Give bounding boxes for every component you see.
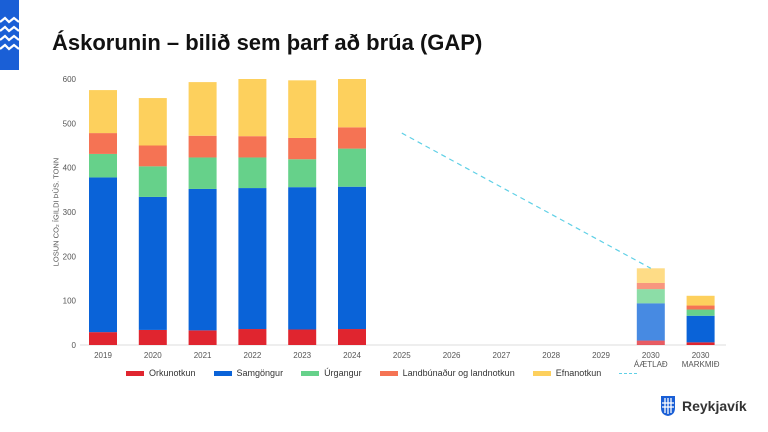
legend-item: Samgöngur: [213, 368, 284, 378]
bar-segment: [138, 329, 167, 345]
y-tick-label: 0: [72, 341, 77, 350]
bar-segment: [238, 136, 267, 158]
bar-segment: [288, 137, 317, 160]
bar-segment: [288, 329, 317, 345]
x-tick-label: 2028: [542, 351, 560, 360]
bar-segment: [188, 330, 217, 345]
legend: Orkunotkun Samgöngur Úrgangur Landbúnaður o…: [126, 368, 638, 378]
x-tick-label: ÁÆTLAÐ: [634, 360, 668, 369]
bar-segment: [89, 133, 117, 154]
bar-segment: [89, 332, 117, 345]
y-tick-label: 200: [63, 252, 77, 261]
bar-segment: [138, 98, 167, 146]
bar-segment: [338, 79, 366, 128]
bar-segment: [636, 303, 665, 341]
brand-name: Reykjavík: [682, 398, 747, 414]
legend-label: Landbúnaður og landnotkun: [402, 368, 515, 378]
bar-segment: [89, 90, 117, 134]
legend-swatch: [301, 370, 320, 376]
bar-segment: [636, 289, 665, 304]
legend-item: Efnanotkun: [532, 368, 602, 378]
bar-segment: [138, 196, 167, 330]
x-tick-label: 2026: [443, 351, 461, 360]
x-tick-label: 2025: [393, 351, 411, 360]
bar-segment: [288, 159, 317, 188]
bar-segment: [338, 127, 366, 149]
x-tick-label: 2022: [244, 351, 262, 360]
y-tick-label: 300: [63, 208, 77, 217]
bar-segment: [89, 177, 117, 333]
x-tick-label: 2021: [194, 351, 212, 360]
legend-swatch: [532, 370, 551, 376]
legend-label: Úrgangur: [324, 368, 362, 378]
bar-segment: [686, 315, 715, 343]
y-tick-label: 100: [63, 297, 77, 306]
x-tick-label: 2023: [293, 351, 311, 360]
bar-segment: [686, 309, 715, 316]
y-tick-label: 500: [63, 119, 77, 128]
reykjavik-shield-icon: [661, 396, 675, 416]
legend-swatch: [213, 370, 232, 376]
legend-label: Samgöngur: [236, 368, 284, 378]
x-tick-label: 2027: [493, 351, 511, 360]
bar-segment: [636, 268, 665, 283]
legend-item: Úrgangur: [301, 368, 362, 378]
city-logo-strip: [0, 0, 20, 70]
x-tick-label: 2030: [642, 351, 660, 360]
legend-swatch: [126, 370, 144, 376]
bar-segment: [188, 157, 217, 189]
bar-segment: [188, 188, 217, 331]
bar-segment: [338, 148, 366, 187]
bar-segment: [238, 79, 267, 137]
bar-segment: [288, 80, 317, 138]
bar-segment: [636, 340, 665, 345]
bar-segment: [686, 342, 715, 345]
x-tick-label: 2029: [592, 351, 610, 360]
bar-segment: [188, 135, 217, 158]
bar-segment: [238, 188, 267, 330]
bar-segment: [686, 305, 715, 310]
bar-segment: [686, 295, 715, 306]
bar-segment: [338, 186, 366, 330]
bar-segment: [636, 282, 665, 290]
legend-label: Orkunotkun: [149, 368, 196, 378]
legend-swatch: [379, 370, 398, 376]
legend-item: Orkunotkun: [126, 368, 196, 378]
bar-segment: [238, 329, 267, 345]
legend-label: Efnanotkun: [555, 368, 602, 378]
bar-segment: [238, 157, 267, 189]
trend-line: [401, 132, 652, 269]
bar-segment: [338, 329, 366, 345]
bar-segment: [89, 153, 117, 178]
bar-segment: [138, 145, 167, 167]
x-tick-label: MARKMIÐ: [682, 360, 720, 369]
y-tick-label: 400: [63, 164, 77, 173]
bar-segment: [288, 187, 317, 330]
legend-trend-swatch: [619, 372, 638, 374]
page-title: Áskorunin – bilið sem þarf að brúa (GAP): [52, 30, 483, 55]
x-tick-label: 2019: [94, 351, 112, 360]
x-tick-label: 2024: [343, 351, 361, 360]
brand-logo: Reykjavík: [660, 395, 747, 417]
bar-segment: [188, 82, 217, 136]
wave-emblem-icon: [0, 16, 20, 51]
bar-segment: [138, 166, 167, 197]
legend-item: Landbúnaður og landnotkun: [379, 368, 515, 378]
x-tick-label: 2030: [692, 351, 710, 360]
y-tick-label: 600: [63, 75, 77, 84]
x-tick-label: 2020: [144, 351, 162, 360]
